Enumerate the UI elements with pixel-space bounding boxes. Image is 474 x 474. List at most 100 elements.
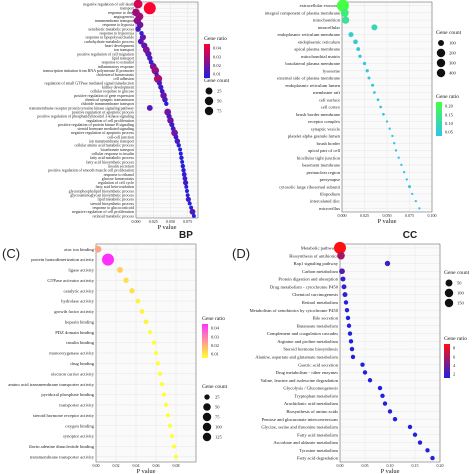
data-point: [176, 143, 181, 148]
data-point: [341, 284, 347, 290]
data-point: [371, 24, 378, 31]
term-label: Chemical carcinogenesis: [292, 292, 338, 297]
size-legend-swatch: [204, 96, 214, 106]
data-point: [178, 151, 183, 156]
term-label: platelet alpha granule lumen: [288, 134, 341, 139]
data-point: [147, 330, 153, 335]
term-label: ion transport: [114, 47, 135, 52]
term-label: extracellular exosome: [300, 3, 340, 8]
data-point: [336, 0, 349, 12]
term-label: protein homodimerization activity: [31, 257, 94, 262]
data-point: [347, 331, 353, 336]
data-point: [371, 83, 375, 87]
size-legend-swatch: [436, 48, 446, 58]
term-label: oxygen binding: [65, 423, 94, 428]
term-label: Protein digestion and absorption: [278, 277, 338, 282]
term-label: receptor complex: [308, 119, 341, 124]
term-label: regulation of small GTPase mediated sign…: [45, 80, 134, 85]
term-label: Ascorbate and aldarate metabolism: [273, 440, 338, 445]
term-label: Drug metabolism - other enzymes: [275, 370, 338, 375]
x-tick-label: 0.050: [166, 219, 175, 224]
term-label: insulin secretion: [108, 163, 134, 168]
term-label: Biosynthesis of amino acids: [286, 409, 338, 414]
term-label: basolateral plasma membrane: [285, 61, 340, 66]
data-point: [349, 346, 355, 352]
data-point: [151, 340, 157, 345]
term-label: transmembrane receptor protein tyrosine …: [29, 105, 134, 110]
size-legend-label: 75: [215, 415, 220, 420]
size-legend-swatch: [205, 87, 213, 95]
color-legend-bar: [202, 324, 208, 358]
size-legend-swatch: [436, 68, 446, 78]
data-point: [393, 142, 396, 145]
size-legend-swatch: [438, 40, 444, 46]
data-point: [151, 66, 160, 75]
data-point: [384, 260, 391, 267]
term-label: Bile secretion: [313, 316, 339, 321]
term-label: Arachidonic acid metabolism: [284, 401, 339, 406]
size-legend-title: Gene count: [202, 384, 228, 390]
color-legend-label: 0.03: [211, 334, 220, 339]
term-label: mitochondrial matrix: [301, 54, 341, 59]
data-point: [174, 138, 181, 144]
x-tick-label: 0.04: [133, 463, 140, 468]
data-point: [173, 454, 179, 459]
term-label: transmembrane transport: [95, 18, 135, 23]
data-point: [407, 424, 413, 430]
term-label: Tryptophan metabolism: [294, 393, 338, 398]
x-tick-label: 0.100: [428, 213, 437, 218]
data-point: [387, 409, 393, 414]
color-legend-label: 0.01: [211, 352, 219, 357]
x-tick-label: 0.000: [132, 219, 141, 224]
term-label: brush border: [317, 141, 341, 146]
x-tick-label: 0.025: [360, 213, 369, 218]
data-point: [418, 207, 421, 210]
size-legend-label: 75: [217, 109, 222, 114]
color-legend-label: 0.01: [213, 72, 221, 77]
data-point: [143, 319, 149, 325]
panel-4: (D) 0.00 0.05 0.10 0.15 0.20 P value Metabolic …: [232, 241, 470, 474]
term-label: Gastric acid secretion: [298, 362, 338, 367]
term-label: Retinol metabolism: [302, 300, 339, 305]
data-point: [137, 38, 144, 45]
data-point: [189, 205, 194, 210]
term-label: negative regulation of cell proliferatio…: [72, 209, 134, 214]
term-label: positive regulation of phosphatidylinosi…: [37, 114, 134, 119]
data-point: [171, 129, 178, 137]
color-legend-bar: [444, 344, 450, 378]
data-point: [102, 253, 114, 266]
data-point: [184, 184, 189, 189]
term-label: brush border membrane: [296, 112, 340, 117]
data-point: [135, 26, 141, 32]
data-point: [350, 354, 356, 360]
size-legend-swatch: [202, 412, 212, 422]
term-label: negative regulation of apoptotic process: [71, 130, 134, 135]
term-label: electron carrier activity: [51, 371, 95, 376]
data-point: [185, 189, 189, 193]
term-label: transporter activity: [59, 403, 95, 408]
term-label: perinuclear region: [306, 170, 340, 175]
data-point: [345, 315, 351, 321]
x-tick-label: 0.00: [337, 463, 344, 468]
term-label: retinoid metabolic process: [92, 213, 134, 218]
data-point: [185, 196, 191, 202]
data-point: [391, 134, 394, 138]
x-axis-title: P value: [157, 224, 176, 231]
color-legend-title: Gene ratio: [436, 94, 459, 100]
term-label: Fatty acid degradation: [297, 456, 339, 461]
term-label: lysosome: [323, 68, 340, 73]
color-legend-title: Gene ratio: [202, 316, 225, 322]
data-point: [430, 455, 435, 461]
term-label: positive regulation of smooth muscle cel…: [48, 168, 134, 173]
term-label: response to ethanol: [104, 172, 135, 177]
x-tick-label: 0.15: [412, 463, 419, 468]
plot-frame: [341, 1, 433, 213]
data-point: [362, 370, 368, 375]
plot-frame: [135, 1, 199, 219]
term-label: Drug metabolism - cytochrome P450: [270, 284, 339, 289]
data-point: [143, 2, 156, 15]
data-point: [348, 339, 354, 344]
data-point: [185, 193, 190, 198]
term-label: Carbon metabolism: [302, 269, 339, 274]
